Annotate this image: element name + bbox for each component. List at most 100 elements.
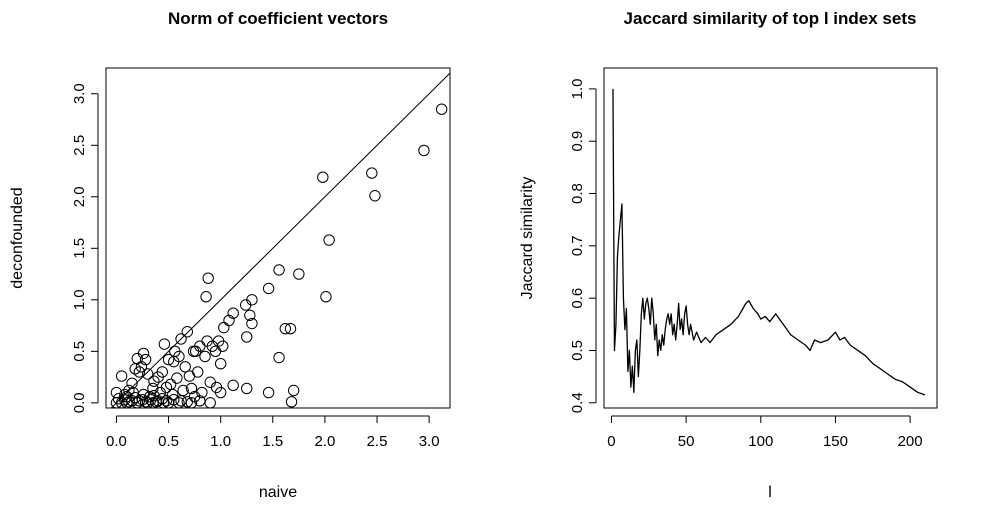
scatter-point	[214, 357, 227, 370]
scatter-point	[177, 384, 189, 397]
jaccard-y-tick-label: 0.4	[569, 392, 586, 413]
scatter-point	[158, 338, 171, 350]
jaccard-x-axis-label: l	[768, 484, 772, 501]
scatter-point	[181, 326, 194, 338]
scatter-point	[285, 396, 298, 408]
scatter-y-axis: 0.0 0.5 1.0 1.5 2.0 2.5 3.0	[71, 83, 99, 413]
jaccard-y-tick-label: 1.0	[569, 78, 586, 99]
scatter-point	[284, 322, 297, 335]
scatter-point	[148, 389, 160, 402]
scatter-point	[241, 382, 253, 395]
scatter-point	[119, 388, 131, 401]
scatter-x-axis: 0.0 0.5 1.0 1.5 2.0 2.5 3.0	[106, 415, 440, 450]
scatter-point	[133, 366, 146, 378]
scatter-point	[112, 393, 125, 405]
jaccard-x-tick-label: 100	[748, 433, 773, 450]
scatter-point	[317, 171, 329, 183]
scatter-point	[171, 372, 183, 384]
scatter-point	[287, 384, 300, 397]
scatter-point	[246, 294, 258, 306]
scatter-point	[214, 386, 227, 399]
scatter-point	[273, 351, 285, 364]
jaccard-panel: Jaccard similarity of top l index sets 0…	[519, 9, 938, 501]
scatter-point	[179, 361, 191, 373]
scatter-y-tick-label: 0.5	[71, 341, 88, 362]
jaccard-x-axis: 0 50 100 150 200	[607, 415, 923, 450]
scatter-point	[129, 363, 141, 375]
identity-reference-line	[110, 72, 451, 409]
scatter-point	[110, 386, 123, 399]
scatter-point	[200, 291, 212, 303]
scatter-point	[139, 353, 152, 366]
scatter-point	[137, 347, 150, 360]
scatter-point	[239, 299, 252, 311]
scatter-point	[148, 375, 160, 387]
scatter-point	[369, 190, 381, 202]
scatter-point	[169, 345, 181, 358]
scatter-x-tick-label: 0.0	[106, 433, 127, 450]
jaccard-plot-frame	[603, 67, 938, 409]
scatter-point	[115, 370, 128, 382]
scatter-point	[227, 379, 239, 392]
scatter-point	[199, 350, 211, 363]
scatter-x-tick-label: 1.5	[262, 433, 283, 450]
scatter-x-tick-label: 2.0	[314, 433, 335, 450]
scatter-point	[196, 386, 208, 399]
scatter-y-axis-label: deconfounded	[9, 187, 26, 288]
scatter-point	[167, 388, 179, 401]
scatter-point	[244, 309, 256, 321]
scatter-y-tick-label: 1.0	[71, 289, 88, 310]
scatter-point	[246, 317, 258, 330]
scatter-point	[435, 103, 448, 115]
scatter-point	[173, 397, 185, 409]
jaccard-y-axis: 0.4 0.5 0.6 0.7 0.8 0.9 1.0	[569, 78, 597, 413]
scatter-point	[185, 397, 198, 409]
scatter-y-tick-label: 2.0	[71, 186, 88, 207]
scatter-point	[293, 268, 305, 280]
scatter-y-tick-label: 2.5	[71, 135, 88, 156]
jaccard-x-tick-label: 200	[898, 433, 923, 450]
jaccard-y-tick-label: 0.8	[569, 183, 586, 204]
scatter-point	[194, 395, 206, 407]
scatter-point	[183, 370, 196, 382]
scatter-x-tick-label: 1.0	[210, 433, 231, 450]
scatter-y-tick-label: 0.0	[71, 392, 88, 413]
scatter-point	[227, 307, 239, 319]
jaccard-y-axis-label: Jaccard similarity	[519, 177, 536, 300]
scatter-plot-frame	[105, 67, 451, 409]
scatter-point	[206, 340, 219, 352]
scatter-y-tick-label: 3.0	[71, 83, 88, 104]
scatter-point	[366, 167, 378, 179]
scatter-title: Norm of coefficient vectors	[168, 9, 388, 28]
jaccard-y-tick-label: 0.9	[569, 131, 586, 152]
scatter-point	[204, 397, 216, 409]
scatter-point	[154, 386, 166, 399]
scatter-x-tick-label: 0.5	[158, 433, 179, 450]
scatter-point	[121, 390, 133, 403]
scatter-point	[141, 368, 154, 380]
scatter-point	[187, 345, 200, 358]
scatter-point	[241, 331, 253, 343]
scatter-point	[126, 377, 138, 389]
scatter-point	[262, 282, 275, 295]
jaccard-x-tick-label: 150	[823, 433, 848, 450]
scatter-point	[323, 234, 335, 246]
scatter-x-axis-label: naive	[259, 484, 297, 501]
scatter-points	[110, 103, 448, 409]
scatter-x-tick-label: 2.5	[367, 433, 388, 450]
scatter-point	[181, 396, 194, 408]
scatter-point	[147, 382, 159, 395]
scatter-point	[273, 264, 285, 276]
scatter-point	[204, 376, 216, 388]
scatter-point	[129, 391, 141, 404]
scatter-point	[418, 144, 430, 157]
jaccard-x-tick-label: 0	[607, 433, 615, 450]
scatter-point	[152, 371, 164, 383]
jaccard-y-tick-label: 0.5	[569, 340, 586, 361]
scatter-point	[175, 333, 187, 345]
scatter-point	[218, 321, 230, 334]
scatter-x-tick-label: 3.0	[419, 433, 440, 450]
jaccard-y-tick-label: 0.6	[569, 288, 586, 309]
scatter-point	[162, 353, 175, 366]
